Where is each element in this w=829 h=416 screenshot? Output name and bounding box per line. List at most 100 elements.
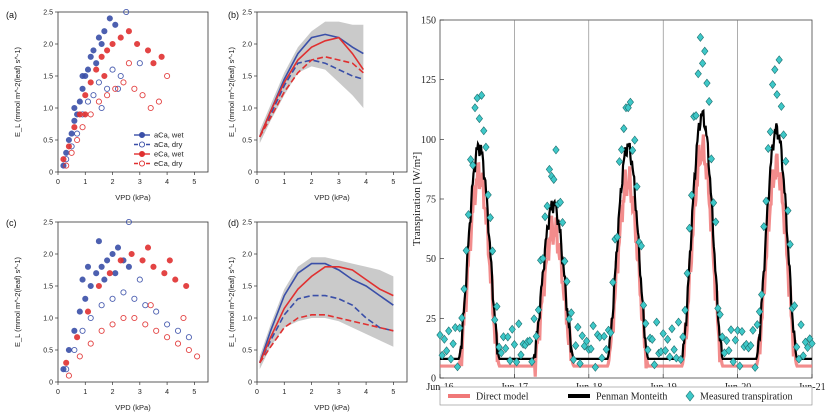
measured-transpiration-point: [642, 319, 650, 329]
measured-transpiration-point: [729, 357, 737, 367]
transpiration-lines: [440, 108, 812, 377]
measured-transpiration-point: [723, 336, 731, 346]
panel-b-ytick-label: 2.5: [242, 10, 252, 17]
panel-a-ytick-label: 2.5: [43, 10, 53, 17]
measured-transpiration-point: [650, 360, 659, 370]
transpiration-ytick-label: 25: [426, 314, 436, 325]
transpiration-ytick-label: 75: [426, 195, 436, 206]
panel-a-point: [155, 98, 162, 105]
measured-transpiration-point: [705, 96, 713, 106]
panel-c-point: [174, 340, 182, 347]
panel-a-point: [117, 72, 124, 80]
panel-a-point: [125, 60, 132, 67]
measured-transpiration-point: [793, 342, 801, 352]
measured-transpiration-point: [488, 246, 497, 256]
measured-transpiration-point: [502, 343, 510, 353]
measured-transpiration-point: [769, 80, 777, 90]
panel-c-point: [79, 276, 86, 283]
measured-transpiration-point: [495, 342, 503, 352]
penman-monteith-legend-label: Penman Monteith: [596, 392, 667, 403]
measured-transpiration-point: [661, 346, 669, 356]
panel-a-legend-label: aCa, dry: [154, 140, 183, 149]
panel-d-series-line: [258, 262, 394, 364]
panel-c-point: [183, 282, 190, 290]
panel-a-point: [136, 60, 143, 67]
panel-c-point: [71, 327, 78, 334]
measured-transpiration-point: [644, 345, 652, 355]
panel-a-point: [117, 34, 124, 41]
panel-c-point: [114, 244, 122, 251]
panel-c-point: [93, 270, 100, 277]
measured-transpiration-point: [480, 126, 488, 136]
measured-transpiration-legend-label: Measured transpiration: [700, 392, 792, 403]
panel-c-point: [87, 282, 94, 290]
measured-transpiration-point: [558, 217, 567, 227]
panel-c-point: [84, 263, 92, 270]
panel-b-ytick-label: 1.5: [242, 74, 252, 81]
panel-c-point: [185, 334, 192, 341]
transpiration-ytick-label: 125: [421, 75, 436, 86]
measured-transpiration-point: [628, 145, 637, 155]
panel-b-series-line: [259, 59, 364, 138]
transpiration-ytick-label: 100: [421, 135, 436, 146]
panel-b-confidence-band: [259, 21, 364, 144]
measured-transpiration-point: [567, 308, 575, 318]
panel-c-point: [185, 346, 192, 354]
panel-d-ytick-label: 2.5: [242, 220, 252, 227]
panel-c-point: [153, 308, 160, 315]
panel-d-xtick-label: 5: [391, 389, 395, 396]
panel-c-point: [117, 257, 124, 264]
panel-a-ytick-label: 0: [49, 170, 53, 177]
panel-a-point: [90, 47, 97, 54]
panel-a-point: [95, 34, 102, 41]
panel-a-point: [101, 72, 108, 80]
panel-c-point: [82, 295, 89, 302]
panel-a-point: [79, 124, 86, 131]
panel-c-point: [164, 321, 171, 328]
panel-d-ytick-label: 1.5: [242, 284, 252, 291]
panel-a-point: [104, 92, 111, 99]
panel-d-xtick-label: 2: [310, 389, 314, 396]
panel-b-xtick-label: 5: [391, 179, 395, 186]
panel-a-point: [114, 85, 122, 92]
measured-transpiration-legend-marker: [685, 390, 695, 402]
measured-transpiration-point: [462, 246, 470, 256]
measured-transpiration-point: [545, 164, 553, 174]
measured-transpiration-point: [453, 362, 462, 372]
panel-d-yticks: 0 0.5 1.0 1.5 2.0 2.5: [242, 220, 257, 387]
panel-a-legend-label: eCa, dry: [154, 159, 183, 168]
panel-a-point: [87, 111, 94, 118]
panel-a-legend-label: aCa, wet: [154, 131, 185, 140]
measured-transpiration-point: [784, 206, 792, 216]
measured-transpiration-point: [460, 284, 468, 294]
panel-a-point: [74, 136, 81, 144]
measured-transpiration-point: [692, 111, 700, 121]
panel-c-point: [98, 302, 105, 309]
panel-a-ytick-label: 1.0: [43, 106, 53, 113]
panel-b-xtick-label: 0: [255, 179, 259, 186]
measured-transpiration-point: [471, 103, 479, 113]
panel-a-xtick-label: 4: [165, 179, 169, 186]
measured-transpiration-point: [615, 157, 624, 167]
panel-c-point: [65, 346, 72, 354]
panel-a-point: [104, 47, 111, 54]
measured-transpiration-point: [738, 327, 746, 336]
measured-transpiration-point: [607, 328, 615, 338]
panel-a-point: [87, 79, 94, 86]
panel-a-point: [71, 117, 78, 124]
panel-a-point: [134, 40, 141, 48]
measured-transpiration-point: [670, 345, 678, 355]
measured-transpiration-point: [799, 351, 807, 361]
measured-transpiration-point: [764, 144, 772, 153]
measured-transpiration-point: [438, 350, 446, 360]
panel-a-yticks: 0 0.5 1.0 1.5 2.0 2.5: [43, 10, 58, 177]
measured-transpiration-point: [703, 78, 711, 88]
panel-c-xtick-label: 5: [192, 389, 196, 396]
measured-transpiration-point: [552, 145, 560, 155]
measured-transpiration-point: [469, 160, 477, 170]
panel-a-legend-marker: [138, 131, 146, 139]
panel-c-point: [131, 295, 138, 302]
measured-transpiration-point: [451, 323, 459, 333]
measured-transpiration-point: [771, 65, 779, 75]
panel-c-point: [153, 327, 160, 334]
